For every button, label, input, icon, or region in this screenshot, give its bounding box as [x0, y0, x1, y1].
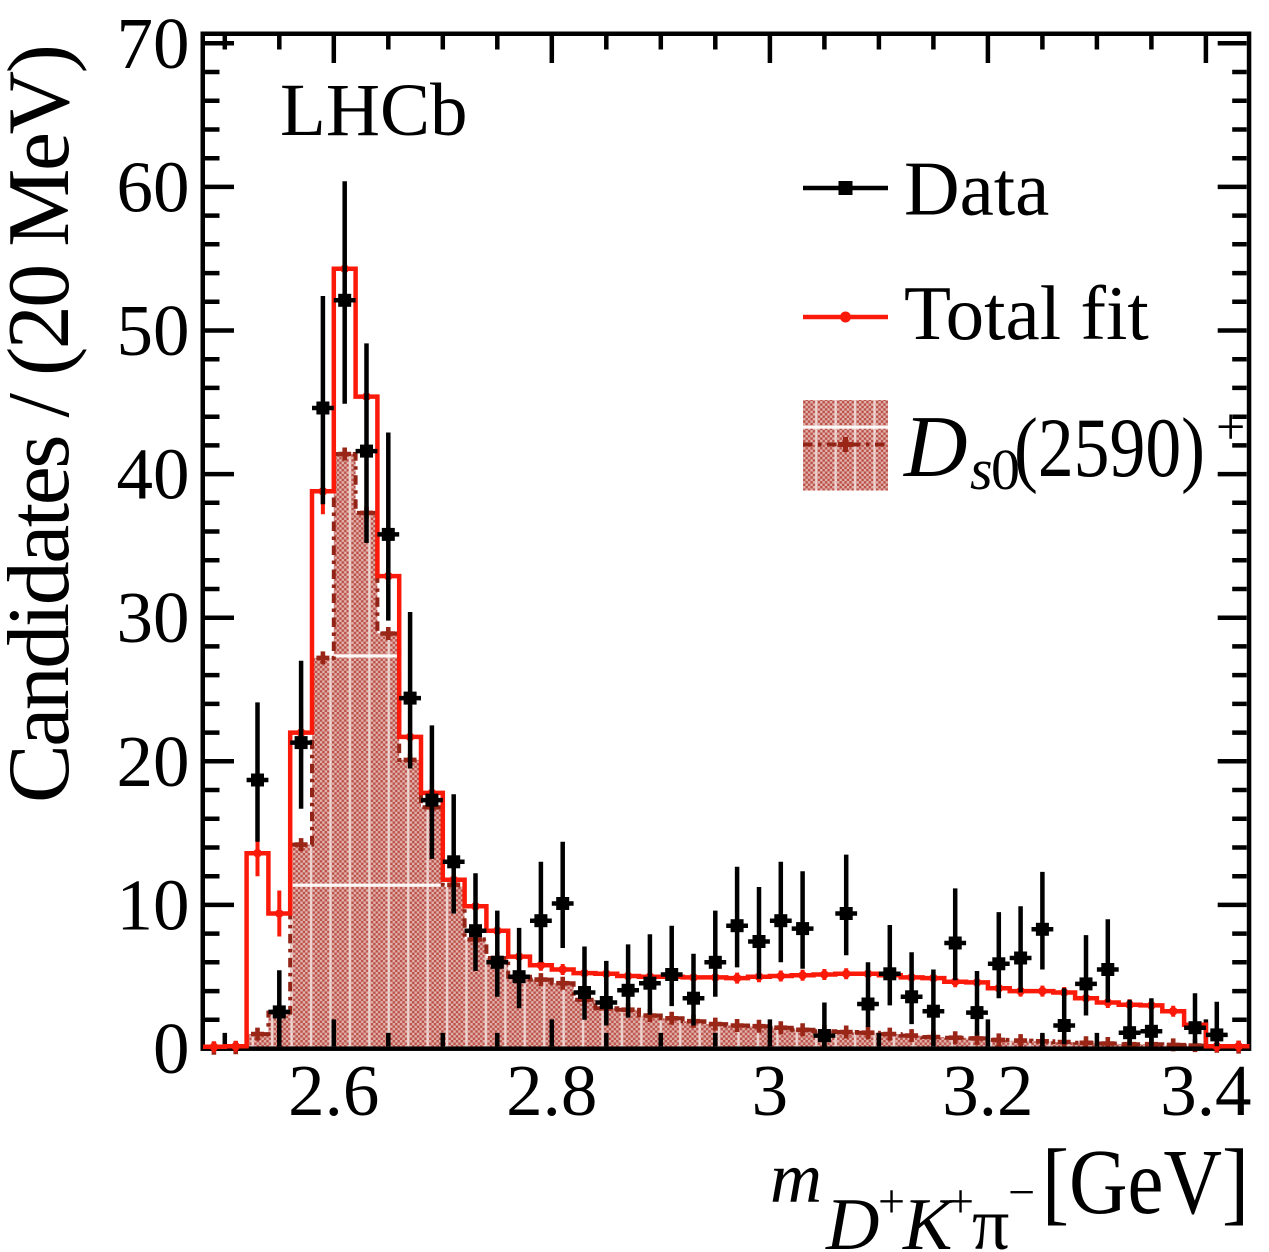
svg-text:s: s: [970, 437, 993, 502]
svg-text:0: 0: [991, 437, 1020, 502]
svg-text:π: π: [972, 1184, 1009, 1252]
svg-text:Total fit: Total fit: [904, 270, 1149, 356]
svg-text:−: −: [1008, 1166, 1035, 1219]
svg-text:3.2: 3.2: [942, 1050, 1033, 1131]
svg-text:D: D: [903, 399, 968, 496]
svg-text:20: 20: [117, 721, 190, 802]
svg-text:70: 70: [117, 3, 190, 84]
svg-text:+: +: [1216, 399, 1245, 456]
svg-text:m: m: [770, 1138, 822, 1218]
svg-text:30: 30: [117, 577, 190, 658]
svg-text:2.8: 2.8: [506, 1050, 597, 1131]
svg-text:40: 40: [117, 434, 190, 515]
svg-text:+: +: [947, 1175, 974, 1228]
svg-text:D: D: [825, 1184, 879, 1252]
svg-text:K: K: [902, 1184, 956, 1252]
svg-text:[GeV]: [GeV]: [1042, 1131, 1249, 1234]
svg-text:Data: Data: [904, 146, 1049, 232]
svg-text:0: 0: [153, 1008, 190, 1089]
svg-text:+: +: [878, 1175, 905, 1228]
svg-text:2.6: 2.6: [288, 1050, 379, 1131]
svg-text:LHCb: LHCb: [280, 69, 468, 152]
svg-text:3.4: 3.4: [1160, 1050, 1251, 1131]
svg-text:10: 10: [117, 864, 190, 945]
svg-text:(2590): (2590): [1014, 401, 1205, 495]
svg-text:60: 60: [117, 146, 190, 227]
svg-text:Candidates / (20 MeV): Candidates / (20 MeV): [0, 47, 88, 803]
svg-text:50: 50: [117, 290, 190, 371]
svg-text:3: 3: [752, 1050, 789, 1131]
